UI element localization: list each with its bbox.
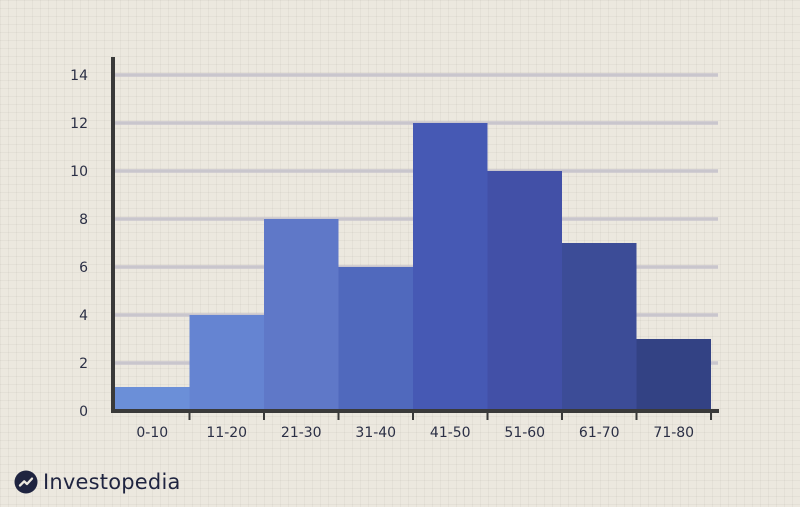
bar-11-20: [189, 315, 264, 411]
x-tick-labels: 0-10 11-20 21-30 31-40 41-50 51-60 61-70 71-80: [136, 425, 694, 441]
y-tick-labels: 0 2 4 6 8 10 12 14: [70, 68, 88, 420]
y-tick-label: 2: [79, 356, 88, 372]
y-tick-label: 0: [79, 404, 88, 420]
x-tick-label: 0-10: [136, 425, 168, 441]
bar-31-40: [338, 267, 413, 411]
x-tick-label: 31-40: [355, 425, 396, 441]
y-tick-label: 12: [70, 116, 88, 132]
x-tick-label: 71-80: [653, 425, 694, 441]
x-tick-label: 61-70: [579, 425, 620, 441]
y-tick-label: 10: [70, 164, 88, 180]
brand-name: Investopedia: [43, 470, 181, 494]
bar-71-80: [636, 339, 711, 411]
investopedia-logo: Investopedia: [14, 470, 181, 494]
bars: [115, 123, 711, 411]
bar-41-50: [413, 123, 488, 411]
y-tick-label: 6: [79, 260, 88, 276]
bar-61-70: [562, 243, 637, 411]
bar-51-60: [487, 171, 562, 411]
x-tick-label: 41-50: [430, 425, 471, 441]
bar-21-30: [264, 219, 339, 411]
investopedia-logo-icon: [14, 470, 38, 494]
x-tick-label: 21-30: [281, 425, 322, 441]
y-tick-label: 8: [79, 212, 88, 228]
y-tick-label: 4: [79, 308, 88, 324]
bar-0-10: [115, 387, 190, 411]
x-tick-label: 51-60: [504, 425, 545, 441]
y-tick-label: 14: [70, 68, 88, 84]
x-tick-label: 11-20: [206, 425, 247, 441]
axes: [111, 57, 719, 420]
